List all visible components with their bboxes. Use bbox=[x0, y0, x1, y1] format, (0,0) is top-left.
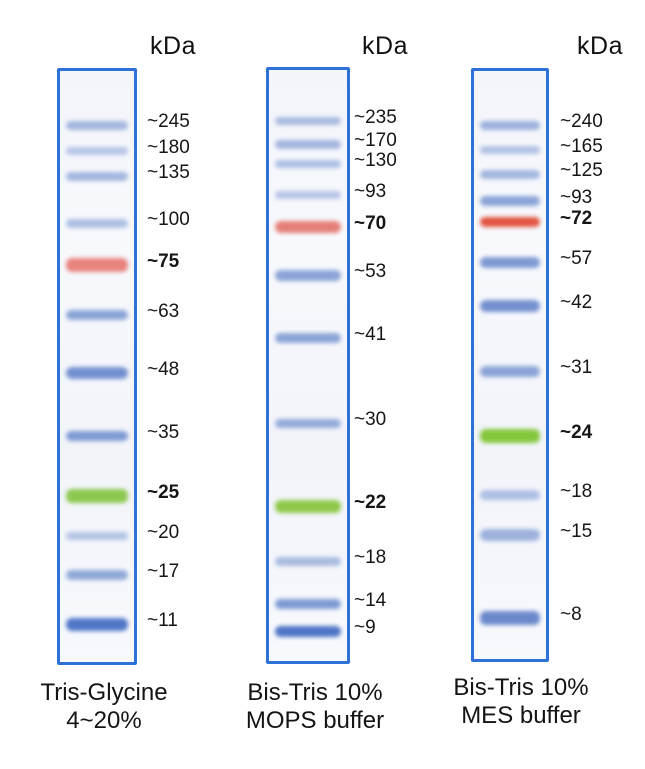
band-label-15kda: ~15 bbox=[560, 521, 593, 542]
gel-band-20kda bbox=[66, 532, 128, 540]
band-label-41kda: ~41 bbox=[354, 324, 387, 345]
gel-band-125kda bbox=[480, 169, 540, 179]
caption-line2: 4~20% bbox=[66, 707, 142, 734]
band-label-20kda: ~20 bbox=[147, 522, 180, 543]
gel-lane-tris-glycine bbox=[57, 68, 137, 665]
gel-band-30kda bbox=[275, 418, 341, 428]
band-label-72kda: ~72 bbox=[560, 208, 593, 229]
band-label-75kda: ~75 bbox=[147, 251, 180, 272]
gel-band-14kda bbox=[275, 599, 341, 609]
band-label-42kda: ~42 bbox=[560, 292, 593, 313]
band-labels-bis-tris-mes: ~240 ~165 ~125 ~93 ~72 ~57 ~42 ~31 ~24 ~18 ~15 ~8 bbox=[560, 0, 645, 769]
kda-unit-label-lane2: kDa bbox=[362, 32, 408, 60]
gel-lane-bis-tris-mes bbox=[471, 68, 549, 662]
band-label-25kda: ~25 bbox=[147, 482, 180, 503]
band-label-125kda: ~125 bbox=[560, 160, 603, 181]
band-label-240kda: ~240 bbox=[560, 111, 603, 132]
band-label-93kda: ~93 bbox=[354, 181, 387, 202]
gel-band-240kda bbox=[480, 120, 540, 130]
band-label-30kda: ~30 bbox=[354, 409, 387, 430]
caption-line1: Bis-Tris 10% bbox=[453, 674, 589, 701]
gel-band-18kda bbox=[480, 490, 540, 500]
band-labels-bis-tris-mops: ~235 ~170 ~130 ~93 ~70 ~53 ~41 ~30 ~22 ~18 ~14 ~9 bbox=[354, 0, 440, 769]
gel-band-42kda bbox=[480, 300, 540, 312]
band-label-165kda: ~165 bbox=[560, 136, 603, 157]
band-labels-tris-glycine: ~245 ~180 ~135 ~100 ~75 ~63 ~48 ~35 ~25 ~20 ~17 ~11 bbox=[147, 0, 233, 769]
gel-band-22kda bbox=[275, 499, 341, 513]
band-label-22kda: ~22 bbox=[354, 492, 387, 513]
gel-band-9kda bbox=[275, 625, 341, 637]
band-label-63kda: ~63 bbox=[147, 301, 180, 322]
gel-band-70kda bbox=[275, 221, 341, 233]
band-label-8kda: ~8 bbox=[560, 604, 582, 625]
gel-band-93kda bbox=[275, 191, 341, 199]
gel-band-235kda bbox=[275, 117, 341, 125]
lane-caption-bis-tris-mes: Bis-Tris 10% MES buffer bbox=[426, 674, 616, 730]
gel-band-170kda bbox=[275, 139, 341, 149]
gel-band-25kda bbox=[66, 489, 128, 503]
gel-band-63kda bbox=[66, 310, 128, 320]
band-label-135kda: ~135 bbox=[147, 162, 190, 183]
gel-band-135kda bbox=[66, 171, 128, 181]
gel-band-24kda bbox=[480, 429, 540, 443]
band-label-35kda: ~35 bbox=[147, 422, 180, 443]
band-label-57kda: ~57 bbox=[560, 248, 593, 269]
lane-caption-tris-glycine: Tris-Glycine 4~20% bbox=[9, 679, 199, 735]
band-label-31kda: ~31 bbox=[560, 357, 593, 378]
caption-line1: Tris-Glycine bbox=[40, 679, 168, 706]
band-label-9kda: ~9 bbox=[354, 617, 376, 638]
gel-band-11kda bbox=[66, 617, 128, 631]
caption-line2: MOPS buffer bbox=[245, 707, 385, 734]
gel-band-18kda bbox=[275, 556, 341, 566]
band-label-93kda: ~93 bbox=[560, 187, 593, 208]
band-label-100kda: ~100 bbox=[147, 209, 190, 230]
band-label-170kda: ~170 bbox=[354, 130, 397, 151]
gel-band-8kda bbox=[480, 611, 540, 625]
band-label-24kda: ~24 bbox=[560, 422, 593, 443]
gel-band-245kda bbox=[66, 120, 128, 130]
kda-unit-label-lane1: kDa bbox=[150, 32, 196, 60]
gel-band-53kda bbox=[275, 269, 341, 281]
gel-band-48kda bbox=[66, 367, 128, 379]
band-label-18kda: ~18 bbox=[560, 481, 593, 502]
kda-unit-label-lane3: kDa bbox=[577, 32, 623, 60]
gel-band-93kda bbox=[480, 196, 540, 206]
gel-band-165kda bbox=[480, 146, 540, 154]
band-label-70kda: ~70 bbox=[354, 213, 387, 234]
gel-band-72kda bbox=[480, 217, 540, 227]
lane-caption-bis-tris-mops: Bis-Tris 10% MOPS buffer bbox=[220, 679, 410, 735]
gel-lane-bis-tris-mops bbox=[266, 67, 350, 664]
band-label-14kda: ~14 bbox=[354, 590, 387, 611]
band-label-180kda: ~180 bbox=[147, 137, 190, 158]
gel-band-17kda bbox=[66, 570, 128, 580]
gel-band-15kda bbox=[480, 529, 540, 541]
band-label-11kda: ~11 bbox=[147, 610, 178, 631]
gel-band-100kda bbox=[66, 218, 128, 228]
band-label-48kda: ~48 bbox=[147, 359, 180, 380]
band-label-235kda: ~235 bbox=[354, 107, 397, 128]
caption-line2: MES buffer bbox=[461, 702, 581, 729]
caption-line1: Bis-Tris 10% bbox=[247, 679, 383, 706]
gel-band-180kda bbox=[66, 147, 128, 155]
gel-band-57kda bbox=[480, 256, 540, 268]
band-label-18kda: ~18 bbox=[354, 547, 387, 568]
gel-band-41kda bbox=[275, 333, 341, 343]
band-label-130kda: ~130 bbox=[354, 150, 397, 171]
gel-band-130kda bbox=[275, 160, 341, 168]
band-label-53kda: ~53 bbox=[354, 261, 387, 282]
gel-band-75kda bbox=[66, 258, 128, 272]
band-label-17kda: ~17 bbox=[147, 561, 180, 582]
gel-band-35kda bbox=[66, 431, 128, 441]
gel-band-31kda bbox=[480, 365, 540, 377]
band-label-245kda: ~245 bbox=[147, 111, 190, 132]
